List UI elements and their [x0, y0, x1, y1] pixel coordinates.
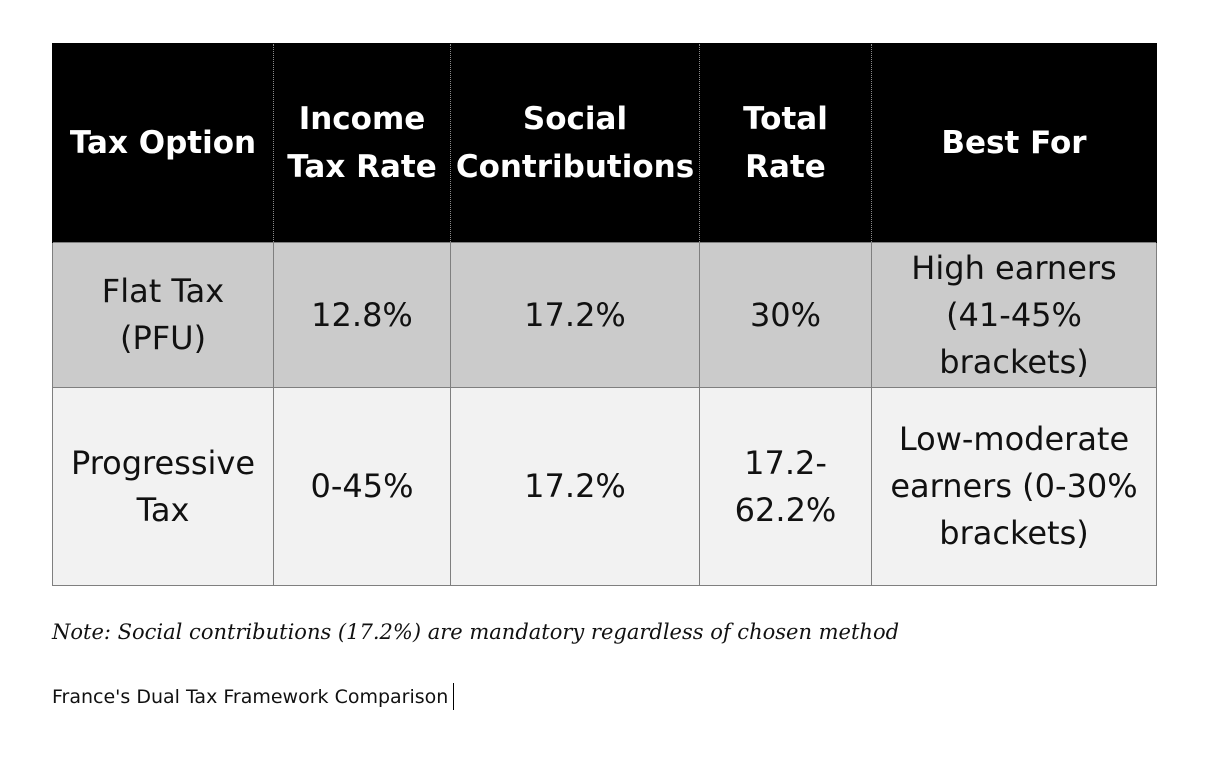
- header-income-tax-rate: Income Tax Rate: [273, 43, 451, 243]
- header-total-rate: Total Rate: [699, 43, 872, 243]
- table-row-progressive-tax: Progressive Tax 0-45% 17.2% 17.2- 62.2% …: [52, 387, 1157, 586]
- tax-comparison-table: Tax Option Income Tax Rate Social Contri…: [52, 43, 1157, 586]
- text-cursor: [453, 683, 455, 710]
- header-tax-option: Tax Option: [52, 43, 274, 243]
- cell-best-for: High earners (41-45% brackets): [871, 242, 1157, 388]
- table-row-flat-tax: Flat Tax (PFU) 12.8% 17.2% 30% High earn…: [52, 242, 1157, 388]
- cell-best-for: Low-moderate earners (0-30% brackets): [871, 387, 1157, 586]
- cell-tax-option: Progressive Tax: [52, 387, 274, 586]
- cell-income-tax-rate: 12.8%: [273, 242, 451, 388]
- cell-tax-option: Flat Tax (PFU): [52, 242, 274, 388]
- table-header-row: Tax Option Income Tax Rate Social Contri…: [52, 43, 1157, 243]
- table-caption: France's Dual Tax Framework Comparison: [52, 686, 449, 708]
- table-caption-line[interactable]: France's Dual Tax Framework Comparison: [52, 683, 455, 710]
- cell-social-contributions: 17.2%: [450, 387, 700, 586]
- table-note: Note: Social contributions (17.2%) are m…: [52, 620, 900, 644]
- cell-income-tax-rate: 0-45%: [273, 387, 451, 586]
- header-social-contributions: Social Contributions: [450, 43, 700, 243]
- header-best-for: Best For: [871, 43, 1157, 243]
- cell-total-rate: 30%: [699, 242, 872, 388]
- cell-total-rate: 17.2- 62.2%: [699, 387, 872, 586]
- cell-social-contributions: 17.2%: [450, 242, 700, 388]
